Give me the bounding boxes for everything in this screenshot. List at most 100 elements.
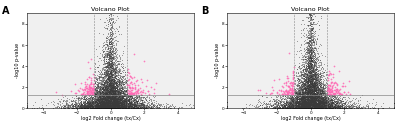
- Point: [116, 102, 123, 104]
- Point: [100, 106, 106, 108]
- Point: [104, 43, 110, 45]
- Point: [319, 103, 326, 105]
- Point: [296, 104, 302, 106]
- Point: [114, 104, 120, 106]
- Point: [300, 93, 306, 96]
- Point: [310, 85, 316, 87]
- Point: [99, 104, 105, 106]
- Point: [40, 107, 46, 109]
- Point: [96, 99, 102, 101]
- Point: [138, 94, 144, 96]
- Point: [302, 103, 309, 105]
- Point: [320, 81, 326, 83]
- Point: [374, 107, 381, 109]
- Point: [292, 97, 298, 99]
- Point: [103, 96, 109, 98]
- Point: [114, 81, 121, 83]
- Point: [96, 86, 102, 88]
- Point: [309, 51, 315, 53]
- Point: [246, 107, 252, 109]
- Point: [94, 106, 100, 108]
- Point: [121, 98, 127, 100]
- Point: [335, 106, 341, 108]
- Point: [325, 86, 332, 88]
- Point: [312, 106, 318, 108]
- Point: [98, 96, 104, 98]
- Point: [301, 101, 307, 104]
- Point: [104, 106, 111, 108]
- Point: [107, 32, 114, 34]
- Point: [324, 102, 330, 105]
- Point: [142, 104, 149, 106]
- Point: [123, 95, 129, 97]
- Point: [107, 55, 113, 57]
- Point: [103, 38, 109, 41]
- Point: [102, 87, 108, 89]
- Point: [281, 105, 287, 107]
- Point: [316, 83, 322, 85]
- Point: [114, 103, 120, 105]
- Point: [69, 107, 76, 109]
- Point: [293, 106, 300, 108]
- Point: [109, 101, 115, 103]
- Point: [108, 92, 114, 94]
- Point: [300, 87, 306, 89]
- Point: [298, 104, 304, 106]
- Point: [112, 101, 118, 104]
- Point: [116, 88, 122, 90]
- Point: [98, 106, 104, 108]
- Point: [100, 89, 106, 91]
- Point: [140, 107, 147, 109]
- Point: [96, 106, 103, 108]
- Point: [114, 102, 120, 104]
- Point: [92, 94, 98, 96]
- Point: [309, 99, 316, 101]
- Point: [308, 80, 315, 82]
- Point: [306, 106, 313, 108]
- Point: [311, 73, 317, 75]
- Point: [116, 94, 122, 96]
- Point: [97, 107, 104, 109]
- Point: [103, 105, 109, 107]
- Point: [82, 105, 89, 107]
- Point: [115, 90, 122, 92]
- Point: [301, 101, 308, 103]
- Point: [96, 87, 103, 89]
- Point: [103, 94, 110, 96]
- Point: [103, 103, 110, 105]
- Point: [296, 107, 302, 109]
- Point: [343, 106, 350, 108]
- Point: [339, 98, 345, 100]
- Point: [316, 99, 323, 101]
- Point: [271, 106, 277, 108]
- Point: [312, 54, 318, 56]
- Point: [307, 62, 313, 64]
- Point: [110, 80, 116, 82]
- Point: [99, 91, 105, 93]
- Point: [311, 21, 318, 23]
- Point: [273, 94, 280, 96]
- Point: [302, 105, 308, 107]
- Point: [92, 100, 99, 102]
- Point: [287, 102, 293, 105]
- Point: [87, 87, 93, 89]
- Point: [111, 105, 118, 107]
- Point: [104, 98, 111, 100]
- Point: [311, 66, 317, 68]
- Point: [308, 23, 314, 25]
- Point: [109, 93, 115, 95]
- Point: [296, 98, 302, 100]
- Point: [134, 106, 140, 108]
- Point: [111, 83, 118, 85]
- Point: [300, 73, 307, 75]
- Point: [130, 99, 137, 101]
- Point: [295, 105, 301, 107]
- Point: [110, 86, 116, 88]
- Point: [93, 98, 99, 100]
- Point: [314, 99, 320, 101]
- Point: [89, 96, 96, 98]
- Point: [118, 89, 124, 91]
- Point: [304, 85, 310, 87]
- Point: [312, 89, 318, 91]
- Point: [140, 104, 147, 106]
